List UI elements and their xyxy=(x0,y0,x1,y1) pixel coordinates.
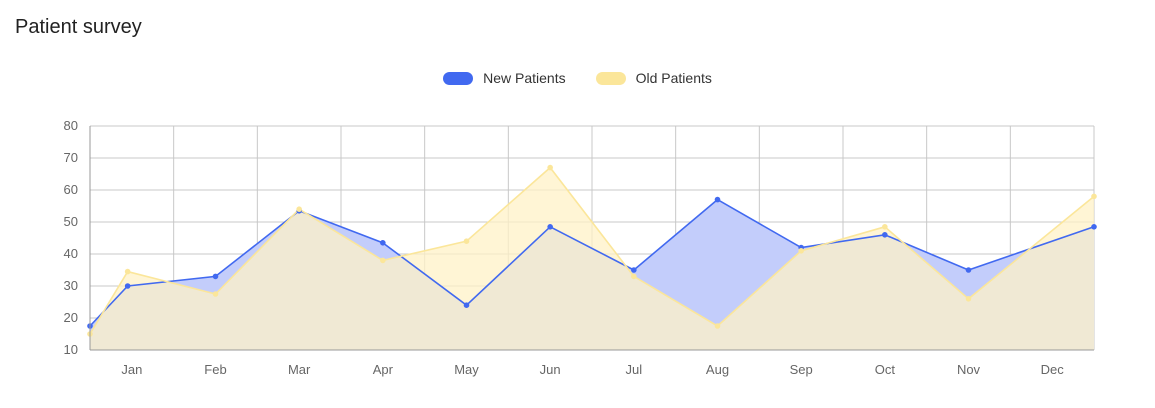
data-point-0 xyxy=(124,283,131,289)
legend-label-old-patients: Old Patients xyxy=(635,70,712,86)
data-point-1 xyxy=(882,224,888,230)
chart-legend: New Patients Old Patients xyxy=(0,70,1155,86)
data-point-0 xyxy=(714,196,721,203)
x-tick-label: Feb xyxy=(204,362,226,377)
data-point-1 xyxy=(296,206,302,212)
data-point-0 xyxy=(547,224,553,230)
data-point-1 xyxy=(463,238,470,244)
data-point-1 xyxy=(965,296,972,302)
legend-label-new-patients: New Patients xyxy=(483,70,566,86)
x-tick-label: Jul xyxy=(626,362,643,377)
x-tick-label: Mar xyxy=(288,362,311,377)
x-tick-label: Dec xyxy=(1041,362,1065,377)
data-point-0 xyxy=(380,240,386,246)
y-tick-label: 80 xyxy=(64,118,78,133)
legend-item-old-patients[interactable]: Old Patients xyxy=(595,70,712,86)
data-point-0 xyxy=(965,267,972,273)
data-point-0 xyxy=(882,232,888,238)
data-point-1 xyxy=(547,164,553,171)
data-point-1 xyxy=(714,323,721,329)
data-point-0 xyxy=(212,273,219,280)
legend-item-new-patients[interactable]: New Patients xyxy=(443,70,566,86)
x-tick-label: Oct xyxy=(875,362,896,377)
y-tick-label: 10 xyxy=(64,342,78,357)
y-tick-label: 60 xyxy=(64,182,78,197)
data-point-1 xyxy=(212,291,219,297)
x-tick-label: Apr xyxy=(373,362,394,377)
data-point-0 xyxy=(463,302,470,309)
x-tick-label: Jun xyxy=(540,362,561,377)
data-point-1 xyxy=(1091,193,1097,200)
x-tick-label: Aug xyxy=(706,362,729,377)
y-tick-label: 30 xyxy=(64,278,78,293)
x-tick-label: Sep xyxy=(790,362,813,377)
data-point-1 xyxy=(380,257,386,264)
data-point-1 xyxy=(631,273,637,280)
x-tick-label: Jan xyxy=(121,362,142,377)
data-point-0 xyxy=(631,267,637,273)
y-tick-label: 70 xyxy=(64,150,78,165)
data-point-0 xyxy=(1091,224,1097,230)
x-tick-label: Nov xyxy=(957,362,981,377)
chart-title: Patient survey xyxy=(15,16,142,38)
legend-swatch-new-patients xyxy=(443,71,474,85)
area-fill-1 xyxy=(90,167,1094,350)
data-point-1 xyxy=(124,268,131,275)
y-tick-label: 20 xyxy=(64,310,78,325)
data-point-1 xyxy=(798,248,804,254)
y-tick-label: 40 xyxy=(64,246,78,261)
x-tick-label: May xyxy=(454,362,479,377)
legend-swatch-old-patients xyxy=(595,71,626,85)
y-tick-label: 50 xyxy=(64,214,78,229)
